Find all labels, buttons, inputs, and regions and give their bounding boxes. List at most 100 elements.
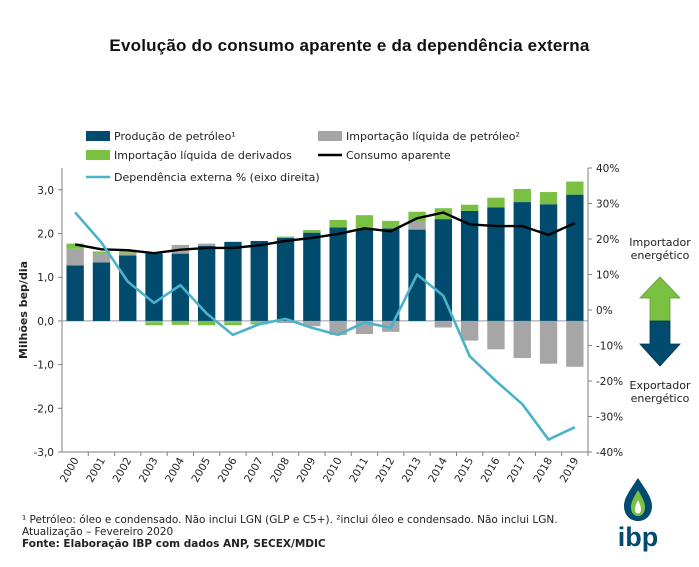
legend-swatch <box>86 131 110 141</box>
x-tick-label: 2013 <box>400 456 424 485</box>
bar-1-2003 <box>145 320 163 323</box>
bar-0-2014 <box>434 219 453 321</box>
bar-2-2011 <box>355 215 374 229</box>
line-series-0 <box>74 211 576 255</box>
x-tick-label: 2017 <box>505 456 529 485</box>
x-tick-label: 2004 <box>163 455 187 484</box>
line-series-group <box>74 211 576 441</box>
y2-tick-label: 40% <box>596 163 619 175</box>
bar-2-2019 <box>566 181 584 195</box>
y-tick-label: 2,0 <box>37 229 54 241</box>
bar-0-2000 <box>66 265 84 321</box>
bar-2-2009 <box>303 230 321 233</box>
footnote-source: Fonte: Elaboração IBP com dados ANP, SEC… <box>22 538 326 550</box>
x-tick-label: 2019 <box>558 456 582 485</box>
bar-2-2013 <box>408 211 426 222</box>
bar-0-2010 <box>329 227 347 321</box>
bar-1-2016 <box>487 320 505 350</box>
logo-wordmark: ibp <box>618 522 659 552</box>
ibp-logo: ibp <box>618 478 659 552</box>
y-tick-label: -2,0 <box>34 403 55 415</box>
x-tick-label: 2001 <box>84 456 108 485</box>
bar-0-2002 <box>119 255 137 321</box>
bar-2-2016 <box>487 197 505 208</box>
bar-2-2012 <box>382 220 400 229</box>
chart-title: Evolução do consumo aparente e da depend… <box>109 36 590 55</box>
bar-0-2001 <box>92 262 111 321</box>
chart-axes: 3,0 2,0 1,0 0,0 -1,0 -2,0 -3,0 40% 30% 20% 10% 0% -1… <box>17 163 623 485</box>
x-tick-label: 2000 <box>58 456 82 485</box>
bar-0-2005 <box>197 245 216 321</box>
bar-2-2001 <box>92 251 111 254</box>
bar-1-2006 <box>224 320 242 323</box>
importer-label-2: energético <box>631 249 690 262</box>
bar-2-2005 <box>197 320 216 326</box>
bar-1-2007 <box>250 320 268 323</box>
legend-label: Produção de petróleo¹ <box>114 130 236 143</box>
bar-0-2009 <box>303 232 321 321</box>
y2-tick-label: 20% <box>596 234 619 246</box>
importer-label-1: Importador <box>629 236 691 249</box>
bar-2-2008 <box>276 236 295 238</box>
legend-swatch <box>86 150 110 160</box>
bar-0-2018 <box>539 204 558 321</box>
footnotes: ¹ Petróleo: óleo e condensado. Não inclu… <box>22 514 602 550</box>
bar-2-2010 <box>329 219 347 228</box>
y-tick-label: -1,0 <box>34 360 55 372</box>
bar-0-2008 <box>276 237 295 321</box>
bar-1-2009 <box>303 320 321 327</box>
legend-label: Consumo aparente <box>346 149 451 162</box>
exporter-label-2: energético <box>631 392 690 405</box>
bar-0-2007 <box>250 240 268 321</box>
x-tick-label: 2002 <box>111 456 135 485</box>
x-tick-label: 2006 <box>216 455 240 484</box>
y2-tick-label: -20% <box>596 376 623 388</box>
bar-1-2014 <box>434 320 453 328</box>
bar-1-2018 <box>539 320 558 364</box>
footnote-definitions: ¹ Petróleo: óleo e condensado. Não inclu… <box>22 514 558 526</box>
y-tick-label: 1,0 <box>37 272 54 284</box>
bar-2-2004 <box>171 320 190 325</box>
bar-0-2006 <box>224 241 242 321</box>
y-tick-label: 0,0 <box>37 316 54 328</box>
bar-0-2016 <box>487 207 505 321</box>
footnote-update: Atualização – Fevereiro 2020 <box>22 526 174 538</box>
legend-label: Importação líquida de petróleo² <box>346 130 520 143</box>
bar-1-2015 <box>460 320 479 341</box>
y-tick-label: 3,0 <box>37 185 54 197</box>
bar-0-2019 <box>566 194 584 321</box>
bar-1-2000 <box>66 248 84 266</box>
down-arrow-icon <box>639 320 681 367</box>
bar-2-2000 <box>66 243 84 249</box>
chart-legend: Produção de petróleo¹ Importação líquida … <box>86 130 520 184</box>
legend-swatch <box>318 131 342 141</box>
bar-2-2006 <box>224 322 242 326</box>
x-tick-label: 2018 <box>531 456 555 485</box>
bar-1-2008 <box>276 320 295 324</box>
bar-1-2001 <box>92 253 111 263</box>
bar-2-2017 <box>513 188 531 203</box>
bar-series-group <box>66 181 584 367</box>
y2-tick-label: -30% <box>596 412 623 424</box>
x-tick-label: 2003 <box>137 456 161 485</box>
exporter-label-1: Exportador <box>630 379 691 392</box>
chart-area: Produção de petróleo¹ Importação líquida … <box>17 130 691 485</box>
x-tick-label: 2008 <box>268 456 292 485</box>
bar-1-2017 <box>513 320 531 359</box>
x-tick-label: 2015 <box>452 456 476 485</box>
legend-label: Importação líquida de derivados <box>114 149 292 162</box>
x-tick-label: 2007 <box>242 456 266 485</box>
y2-tick-label: -10% <box>596 341 623 353</box>
y-axis-label: Milhões bep/dia <box>17 261 30 359</box>
bar-2-2015 <box>460 204 479 211</box>
bar-0-2004 <box>171 253 190 321</box>
y2-tick-label: 30% <box>596 199 619 211</box>
bar-0-2011 <box>355 228 374 321</box>
bar-0-2015 <box>460 210 479 321</box>
x-tick-label: 2014 <box>426 455 450 484</box>
bar-2-2003 <box>145 322 163 326</box>
bar-1-2019 <box>566 320 584 367</box>
x-tick-label: 2011 <box>347 456 371 485</box>
y2-tick-label: 0% <box>596 305 613 317</box>
